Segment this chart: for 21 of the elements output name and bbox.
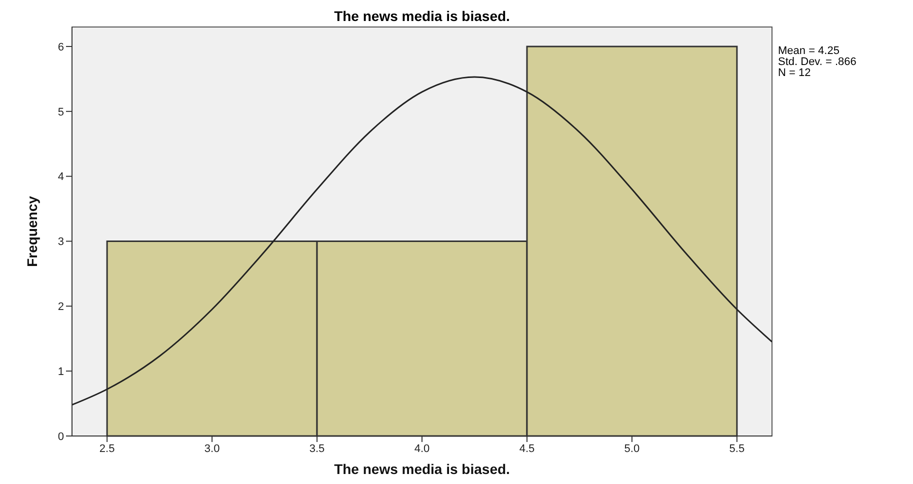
y-tick-label: 3	[58, 236, 64, 248]
x-tick-label: 5.0	[624, 442, 640, 455]
y-tick-label: 5	[58, 106, 64, 118]
text: Std. Dev. = .866	[778, 56, 856, 68]
x-axis-title: The news media is biased.	[334, 461, 510, 477]
x-tick-label: 4.0	[414, 442, 430, 455]
y-tick-label: 1	[58, 366, 64, 378]
chart-title: The news media is biased.	[333, 8, 511, 24]
text: N = 12	[778, 67, 812, 79]
line-series	[72, 76, 772, 406]
x-tick-label: 3.0	[204, 442, 220, 455]
text: Mean = 4.25	[778, 45, 840, 57]
y-tick-label: 0	[58, 430, 64, 443]
y-tick-label: 6	[58, 41, 64, 54]
x-tick-label: 5.5	[729, 442, 745, 455]
y-tick-label: 2	[58, 301, 64, 314]
y-tick-label: 4	[58, 171, 64, 184]
x-tick-label: 2.5	[99, 442, 115, 455]
x-tick-label: 4.5	[519, 442, 535, 455]
y-axis-title: Frequency	[24, 196, 40, 267]
x-tick-label: 3.5	[309, 442, 325, 455]
